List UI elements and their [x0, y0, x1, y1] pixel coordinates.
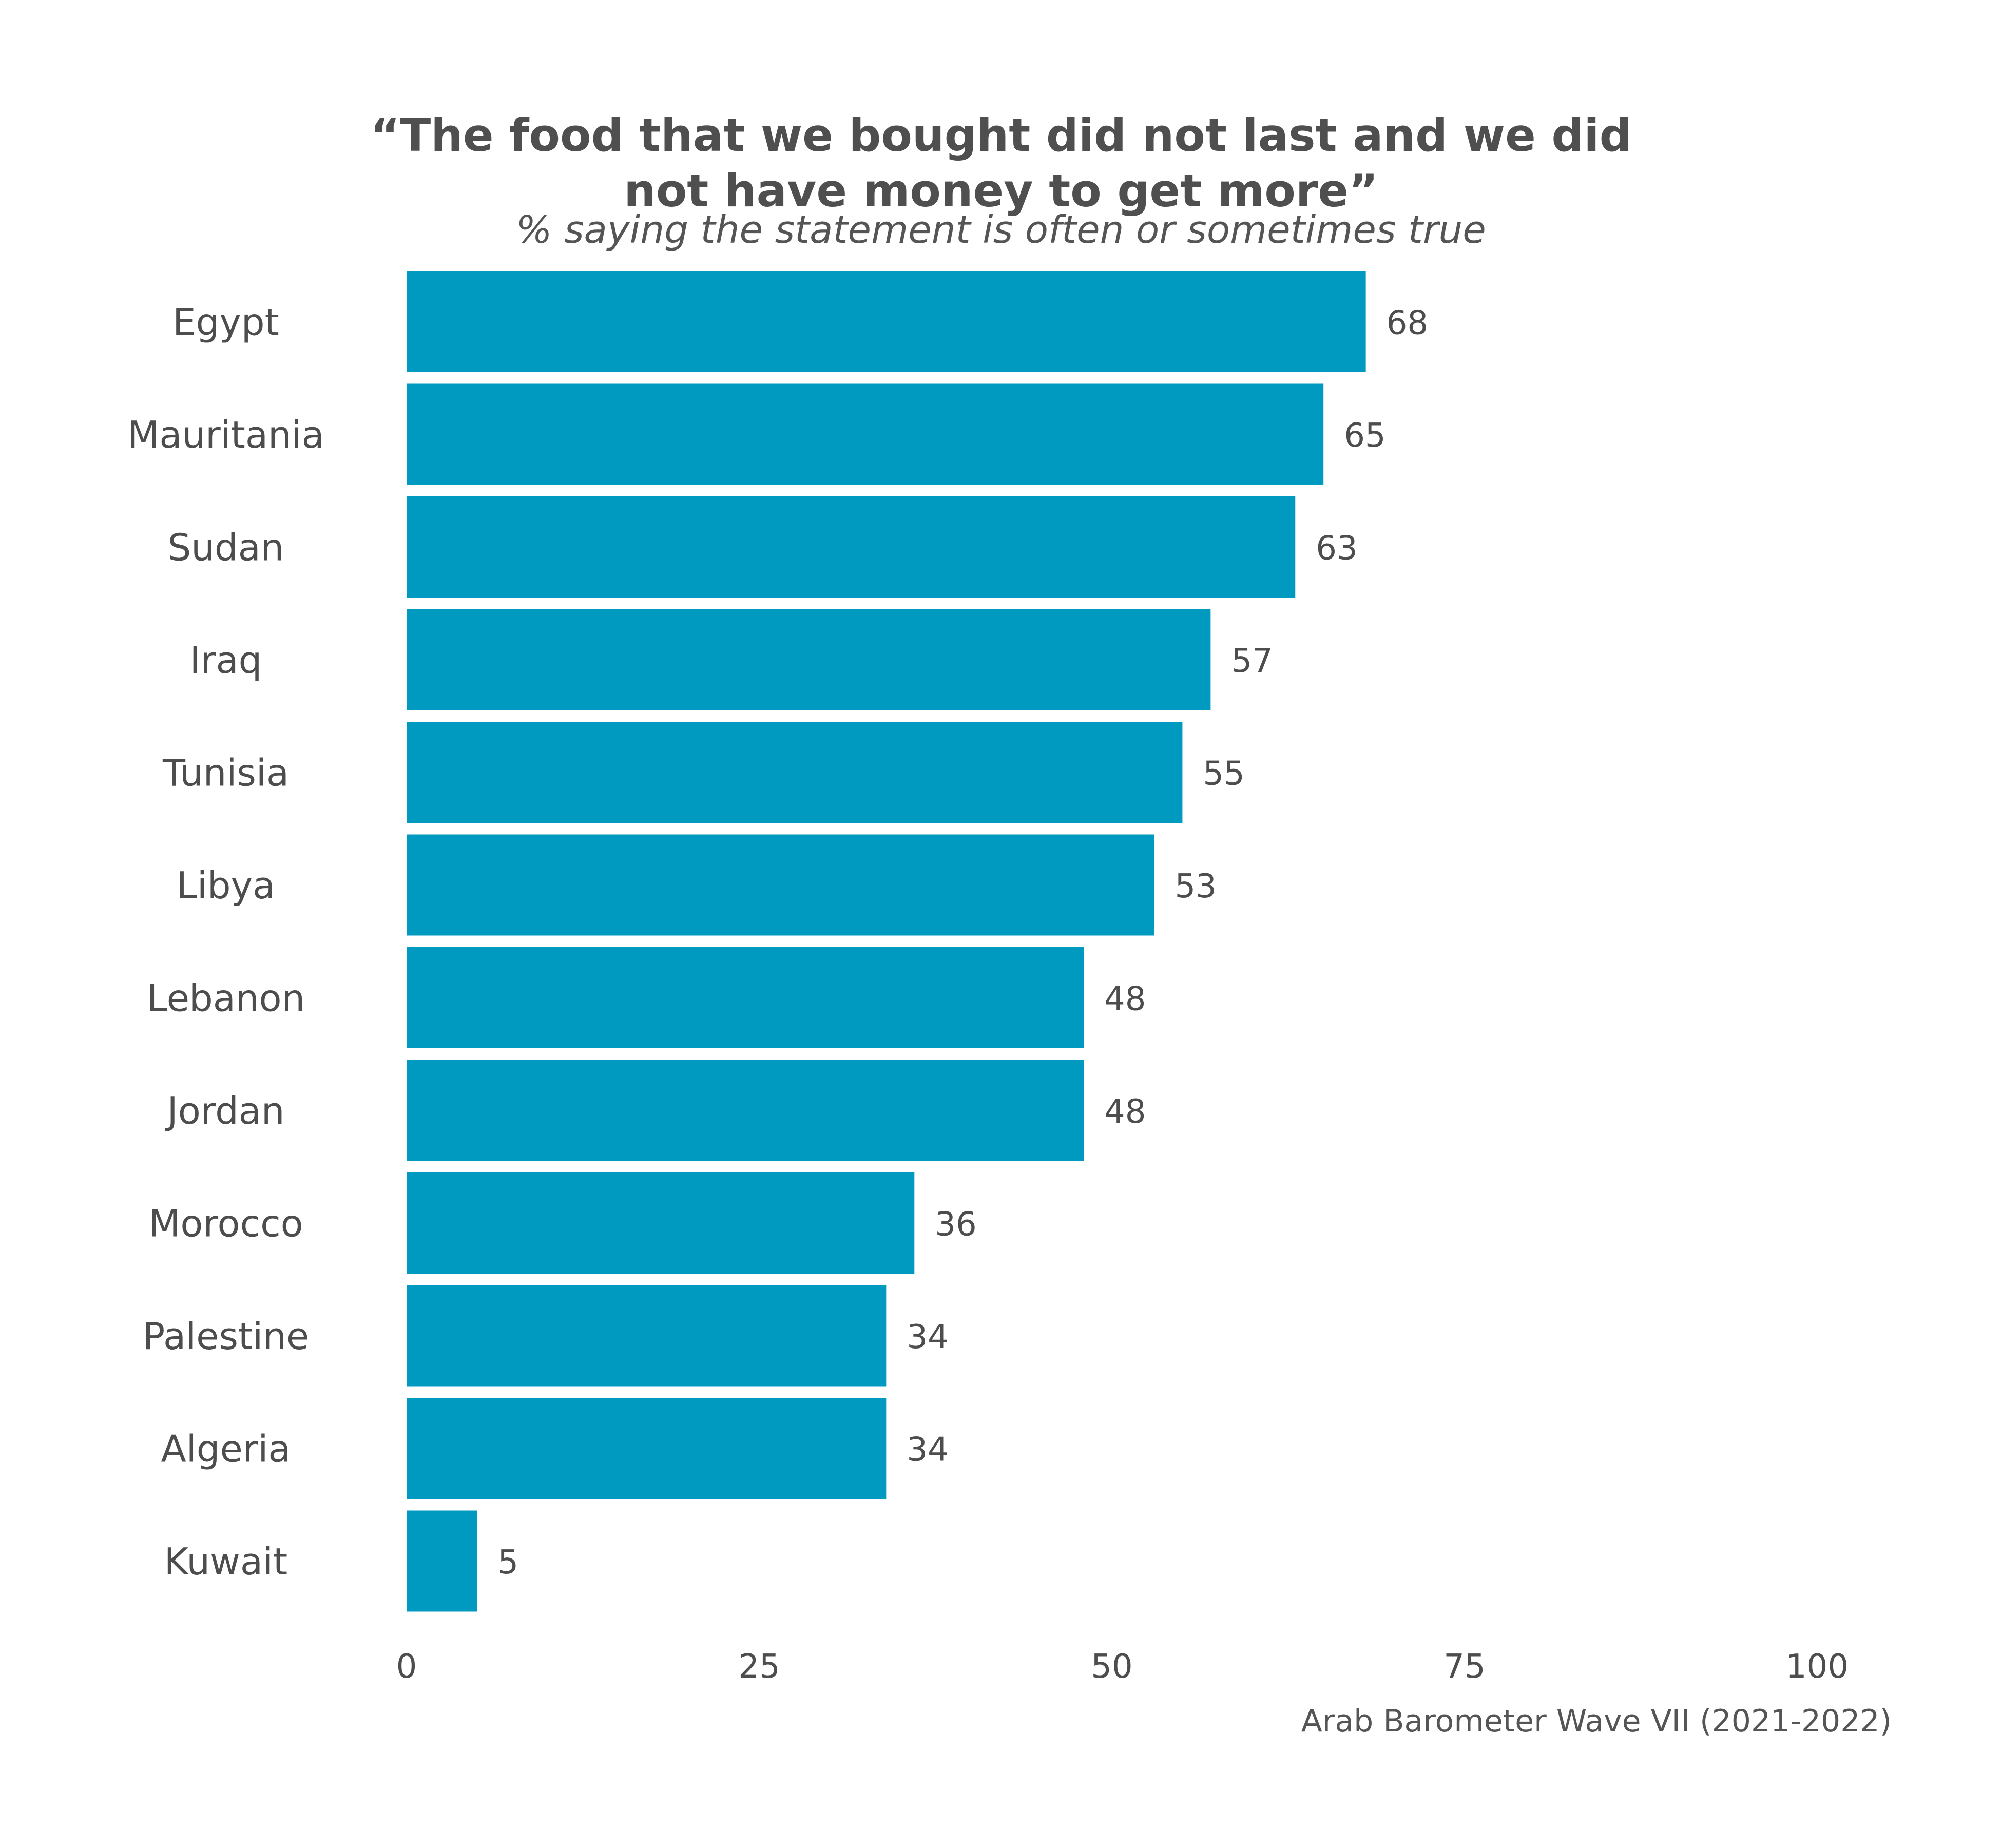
- value-label-mauritania: 65: [1344, 417, 1385, 455]
- category-label-lebanon: Lebanon: [147, 977, 305, 1020]
- bar-kuwait: [407, 1510, 477, 1612]
- category-label-jordan: Jordan: [165, 1089, 284, 1132]
- bar-tunisia: [407, 722, 1183, 823]
- value-label-lebanon: 48: [1104, 980, 1146, 1018]
- bar-algeria: [407, 1398, 887, 1499]
- bar-egypt: [407, 271, 1366, 372]
- bar-palestine: [407, 1285, 887, 1387]
- value-label-iraq: 57: [1231, 642, 1273, 680]
- bar-libya: [407, 834, 1154, 936]
- category-label-tunisia: Tunisia: [162, 752, 289, 795]
- value-label-tunisia: 55: [1203, 755, 1244, 793]
- category-label-kuwait: Kuwait: [164, 1540, 288, 1583]
- value-label-egypt: 68: [1387, 304, 1428, 342]
- category-label-algeria: Algeria: [161, 1428, 291, 1471]
- chart-title: “The food that we bought did not last an…: [0, 108, 2002, 219]
- category-label-morocco: Morocco: [148, 1202, 303, 1245]
- x-tick-label-75: 75: [1443, 1648, 1485, 1686]
- x-tick-label-0: 0: [396, 1648, 417, 1686]
- x-tick-label-25: 25: [738, 1648, 780, 1686]
- category-label-libya: Libya: [177, 864, 276, 907]
- bar-jordan: [407, 1060, 1084, 1161]
- category-label-palestine: Palestine: [143, 1315, 309, 1358]
- chart-subtitle: % saying the statement is often or somet…: [516, 208, 1486, 252]
- value-label-kuwait: 5: [497, 1544, 518, 1582]
- bar-lebanon: [407, 947, 1084, 1048]
- x-tick-label-50: 50: [1091, 1648, 1132, 1686]
- value-label-morocco: 36: [935, 1206, 976, 1244]
- category-label-sudan: Sudan: [168, 526, 284, 569]
- value-label-jordan: 48: [1104, 1093, 1146, 1131]
- bar-mauritania: [407, 383, 1324, 485]
- bar-morocco: [407, 1172, 915, 1274]
- category-label-iraq: Iraq: [190, 639, 262, 682]
- chart-title-line-2: not have money to get more”: [624, 164, 1378, 217]
- value-label-sudan: 63: [1316, 530, 1357, 568]
- value-label-palestine: 34: [907, 1318, 948, 1356]
- source-caption: Arab Barometer Wave VII (2021-2022): [1301, 1703, 1892, 1739]
- bar-iraq: [407, 609, 1211, 710]
- value-label-algeria: 34: [907, 1431, 948, 1469]
- chart-title-line-1: “The food that we bought did not last an…: [370, 109, 1632, 162]
- value-label-libya: 53: [1175, 868, 1216, 906]
- bar-sudan: [407, 496, 1296, 598]
- category-label-egypt: Egypt: [172, 301, 279, 344]
- category-label-mauritania: Mauritania: [127, 413, 324, 456]
- x-tick-label-100: 100: [1786, 1648, 1849, 1686]
